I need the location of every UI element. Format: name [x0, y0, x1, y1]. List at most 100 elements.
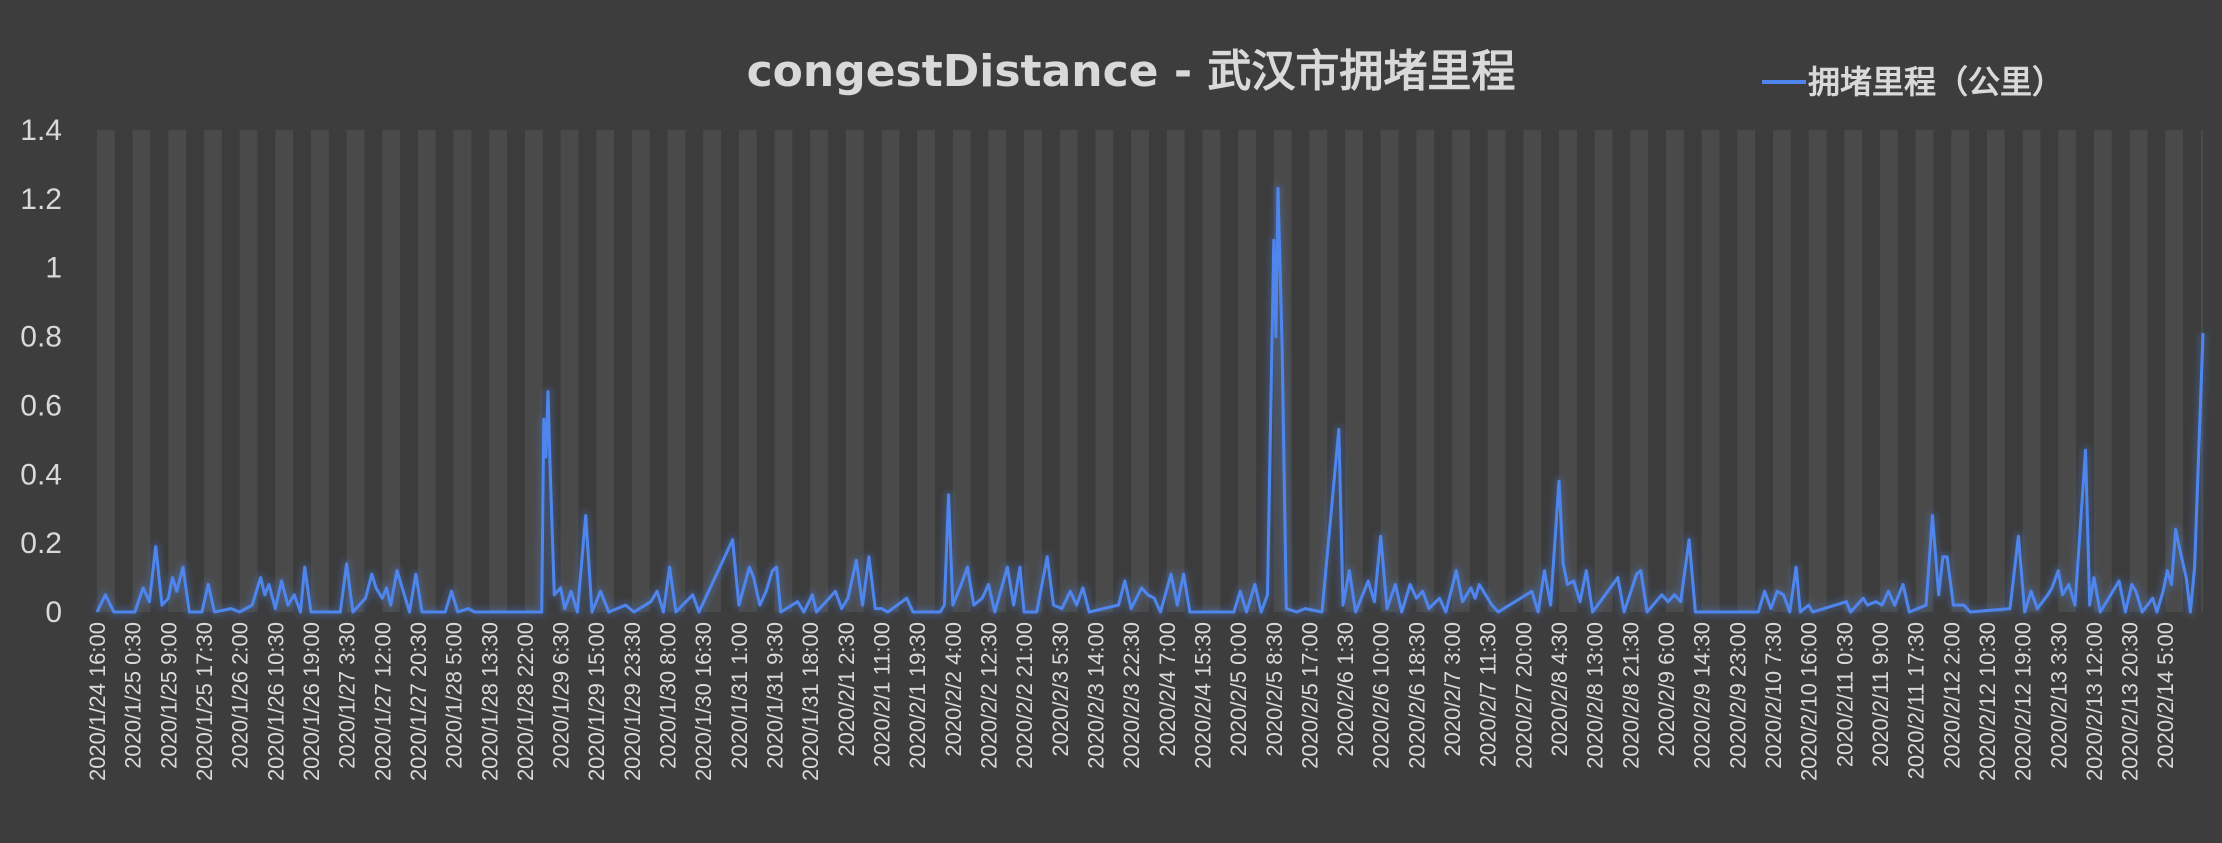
- x-tick-label: 2020/1/26 19:00: [299, 622, 324, 781]
- y-tick-label: 1: [45, 252, 62, 285]
- grid-band: [1041, 130, 1060, 612]
- grid-band: [1220, 130, 1239, 612]
- x-tick-label: 2020/2/5 8:30: [1262, 622, 1287, 757]
- x-tick-label: 2020/1/29 23:30: [620, 622, 645, 781]
- x-tick-label: 2020/2/2 12:30: [976, 622, 1001, 769]
- x-tick-label: 2020/1/27 12:00: [370, 622, 395, 781]
- grid-band: [364, 130, 383, 612]
- x-tick-label: 2020/1/28 22:00: [513, 622, 538, 781]
- x-tick-label: 2020/2/2 21:00: [1012, 622, 1037, 769]
- x-tick-label: 2020/2/13 20:30: [2118, 622, 2143, 781]
- x-tick-label: 2020/2/6 18:30: [1404, 622, 1429, 769]
- x-axis-ticks: 2020/1/24 16:00 2020/1/25 0:30 2020/1/25 9…: [85, 622, 2178, 781]
- grid-band: [114, 130, 133, 612]
- y-tick-label: 0.2: [20, 527, 62, 560]
- x-tick-label: 2020/2/4 15:30: [1190, 622, 1215, 769]
- x-tick-label: 2020/2/8 21:30: [1618, 622, 1643, 769]
- x-tick-label: 2020/2/12 10:30: [1975, 622, 2000, 781]
- grid-band: [2111, 130, 2130, 612]
- legend-label: 拥堵里程（公里）: [1808, 63, 2064, 101]
- x-tick-label: 2020/2/5 17:00: [1297, 622, 1322, 769]
- grid-band: [899, 130, 918, 612]
- grid-band: [863, 130, 882, 612]
- x-tick-label: 2020/2/13 12:00: [2082, 622, 2107, 781]
- grid-band: [2147, 130, 2166, 612]
- x-tick-label: 2020/2/13 3:30: [2046, 622, 2071, 769]
- grid-band: [507, 130, 525, 612]
- x-tick-label: 2020/1/25 9:00: [156, 622, 181, 769]
- x-tick-label: 2020/2/9 14:30: [1690, 622, 1715, 769]
- series-group: [92, 184, 2208, 617]
- grid-band: [1184, 130, 1203, 612]
- grid-band: [578, 130, 597, 612]
- x-tick-label: 2020/2/11 17:30: [1904, 622, 1929, 779]
- grid-band: [1719, 130, 1738, 612]
- x-tick-label: 2020/1/31 9:30: [763, 622, 788, 769]
- x-tick-label: 2020/1/28 5:00: [442, 622, 467, 769]
- chart-title: congestDistance - 武汉市拥堵里程: [747, 46, 1516, 97]
- grid-band: [2004, 130, 2023, 612]
- x-tick-label: 2020/2/9 23:00: [1725, 622, 1750, 769]
- x-tick-label: 2020/2/4 7:00: [1155, 622, 1180, 757]
- grid-band: [1469, 130, 1488, 612]
- grid-band: [1755, 130, 1773, 612]
- grid-band: [721, 130, 739, 612]
- x-tick-label: 2020/2/12 2:00: [1939, 622, 1964, 769]
- grid-band: [186, 130, 204, 612]
- x-tick-label: 2020/1/25 0:30: [121, 622, 146, 769]
- x-tick-label: 2020/2/3 22:30: [1119, 622, 1144, 769]
- x-tick-label: 2020/1/25 17:30: [192, 622, 217, 781]
- x-tick-label: 2020/1/30 8:00: [656, 622, 681, 769]
- grid-band: [257, 130, 276, 612]
- grid-band: [1362, 130, 1381, 612]
- grid-band: [1648, 130, 1667, 612]
- x-tick-label: 2020/1/26 2:00: [228, 622, 253, 769]
- x-tick-label: 2020/1/31 1:00: [727, 622, 752, 769]
- y-tick-label: 1.4: [20, 114, 62, 147]
- grid-band: [435, 130, 454, 612]
- grid-band: [792, 130, 811, 612]
- grid-band: [1683, 130, 1702, 612]
- x-tick-label: 2020/2/11 0:30: [1832, 622, 1857, 767]
- grid-band: [293, 130, 311, 612]
- x-tick-label: 2020/1/24 16:00: [85, 622, 110, 781]
- y-tick-label: 0: [45, 596, 62, 629]
- x-tick-label: 2020/2/8 4:30: [1547, 622, 1572, 757]
- grid-band: [1897, 130, 1916, 612]
- x-tick-label: 2020/2/1 19:30: [905, 622, 930, 769]
- x-tick-label: 2020/2/12 19:00: [2011, 622, 2036, 781]
- x-tick-label: 2020/1/29 15:00: [584, 622, 609, 781]
- x-tick-label: 2020/1/31 18:00: [798, 622, 823, 781]
- grid-band: [970, 130, 989, 612]
- x-tick-label: 2020/2/10 16:00: [1797, 622, 1822, 781]
- x-tick-label: 2020/2/5 0:00: [1226, 622, 1251, 757]
- y-tick-label: 0.8: [20, 321, 62, 354]
- grid-band: [400, 130, 418, 612]
- grid-band: [685, 130, 704, 612]
- legend: 拥堵里程（公里）: [1762, 63, 2064, 101]
- grid-band: [1612, 130, 1631, 612]
- y-tick-label: 0.6: [20, 389, 62, 422]
- x-tick-label: 2020/2/7 20:00: [1511, 622, 1536, 769]
- x-tick-label: 2020/1/28 13:30: [477, 622, 502, 781]
- x-tick-label: 2020/2/11 9:00: [1868, 622, 1893, 767]
- grid-band: [328, 130, 347, 612]
- x-tick-label: 2020/2/8 13:00: [1583, 622, 1608, 769]
- y-axis-ticks: 0 0.2 0.4 0.6 0.8 1 1.2 1.4: [20, 114, 62, 629]
- grid-band: [1862, 130, 1880, 612]
- grid-band: [221, 130, 240, 612]
- y-tick-label: 0.4: [20, 458, 62, 491]
- x-tick-label: 2020/2/10 7:30: [1761, 622, 1786, 769]
- x-tick-label: 2020/2/14 5:00: [2153, 622, 2178, 769]
- x-tick-label: 2020/2/3 5:30: [1048, 622, 1073, 757]
- grid-band: [1505, 130, 1524, 612]
- grid-band: [1291, 130, 1310, 612]
- x-tick-label: 2020/2/2 4:00: [941, 622, 966, 757]
- grid-band: [1826, 130, 1845, 612]
- grid-band: [1434, 130, 1453, 612]
- x-tick-label: 2020/2/7 3:00: [1440, 622, 1465, 757]
- grid-band: [649, 130, 668, 612]
- grid-band: [1790, 130, 1809, 612]
